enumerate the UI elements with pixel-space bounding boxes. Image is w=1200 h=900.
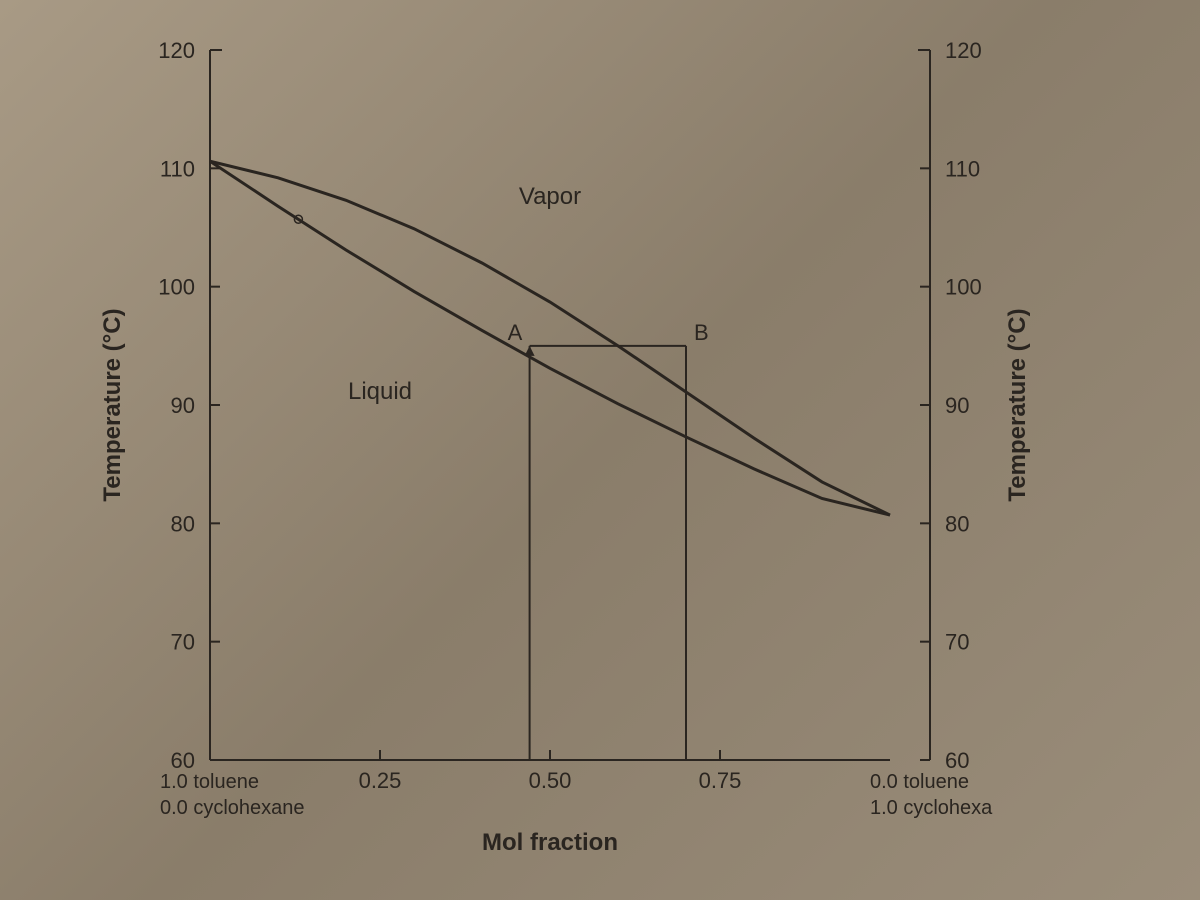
x-right-end-label: 0.0 toluene [870, 771, 969, 793]
vapor-curve [210, 161, 890, 515]
x-right-end-label: 1.0 cyclohexa [870, 797, 993, 819]
x-axis-title: Mol fraction [482, 829, 618, 856]
point-a-label: A [508, 320, 523, 345]
ytick-label-right: 120 [945, 38, 982, 63]
xtick-label: 0.25 [359, 768, 402, 793]
ytick-label-left: 100 [158, 275, 195, 300]
ytick-label-left: 90 [171, 393, 195, 418]
phase-diagram-page: 60 70 80 90 100 110 120 60 70 80 90 100 110 120 0.25 0.… [0, 0, 1200, 900]
ytick-label-left: 120 [158, 38, 195, 63]
ytick-label-left: 60 [171, 748, 195, 773]
x-left-end-label: 1.0 toluene [160, 771, 259, 793]
phase-diagram-chart: 60 70 80 90 100 110 120 60 70 80 90 100 110 120 0.25 0.… [0, 0, 1200, 900]
ytick-label-left: 110 [160, 156, 195, 181]
point-a-arrow [525, 346, 535, 356]
y-axis-title-left: Temperature (°C) [99, 308, 126, 501]
ytick-label-right: 60 [945, 748, 969, 773]
ytick-label-right: 100 [945, 275, 982, 300]
ytick-label-left: 70 [171, 630, 195, 655]
ytick-label-right: 80 [945, 511, 969, 536]
vapor-region-label: Vapor [519, 183, 581, 210]
liquid-region-label: Liquid [348, 378, 412, 405]
xtick-label: 0.50 [529, 768, 572, 793]
liquid-curve [210, 161, 890, 515]
ytick-label-right: 70 [945, 630, 969, 655]
xtick-label: 0.75 [699, 768, 742, 793]
ytick-label-right: 110 [945, 156, 980, 181]
point-b-label: B [694, 320, 709, 345]
ytick-label-right: 90 [945, 393, 969, 418]
ytick-label-left: 80 [171, 511, 195, 536]
y-axis-title-right: Temperature (°C) [1004, 308, 1031, 501]
x-left-end-label: 0.0 cyclohexane [160, 797, 305, 819]
